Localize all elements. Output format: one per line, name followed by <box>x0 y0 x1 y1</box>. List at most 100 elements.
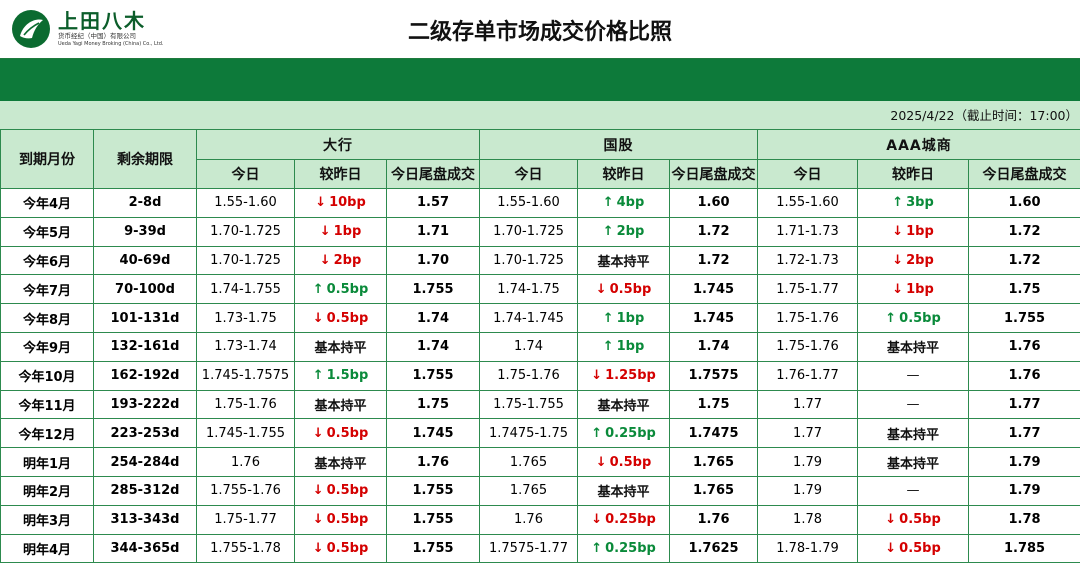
maturity-cell: 今年9月 <box>1 332 94 361</box>
change-cell: 基本持平 <box>295 332 387 361</box>
today-range-cell: 1.74-1.75 <box>480 275 578 304</box>
arrow-up-icon: ↑ <box>591 541 602 556</box>
close-price-cell: 1.75 <box>969 275 1080 304</box>
change-value: 基本持平 <box>598 399 650 414</box>
change-value: 0.5bp <box>327 426 369 441</box>
change-value: 1bp <box>906 282 934 297</box>
close-price-cell: 1.7625 <box>670 534 758 563</box>
close-price-cell: 1.755 <box>387 275 480 304</box>
today-range-cell: 1.76 <box>197 448 295 477</box>
arrow-down-icon: ↓ <box>313 483 324 498</box>
logo-leaf-icon <box>10 8 52 50</box>
change-value: 基本持平 <box>314 399 366 414</box>
subheader-change: 较昨日 <box>578 160 670 189</box>
close-price-cell: 1.78 <box>969 505 1080 534</box>
today-range-cell: 1.755-1.76 <box>197 476 295 505</box>
price-table: 到期月份 剩余期限 大行 国股 AAA城商 今日 较昨日 今日尾盘成交 今日 较… <box>0 129 1080 563</box>
change-cell: 基本持平 <box>295 390 387 419</box>
change-cell: ↓1bp <box>858 275 969 304</box>
company-logo: 上田八木 货币经纪（中国）有限公司 Ueda Yagi Money Brokin… <box>10 8 163 50</box>
change-value: 0.5bp <box>610 455 652 470</box>
maturity-cell: 今年12月 <box>1 419 94 448</box>
change-cell: 基本持平 <box>295 448 387 477</box>
change-value: 0.5bp <box>327 512 369 527</box>
change-value: — <box>907 397 920 412</box>
maturity-cell: 明年4月 <box>1 534 94 563</box>
today-range-cell: 1.75-1.755 <box>480 390 578 419</box>
change-value: 0.5bp <box>610 282 652 297</box>
close-price-cell: 1.745 <box>670 304 758 333</box>
change-cell: ↓0.5bp <box>578 448 670 477</box>
today-range-cell: 1.78-1.79 <box>758 534 858 563</box>
logo-english: Ueda Yagi Money Broking (China) Co., Ltd… <box>58 41 163 48</box>
change-value: 0.25bp <box>605 512 656 527</box>
arrow-up-icon: ↑ <box>313 368 324 383</box>
change-value: 4bp <box>617 195 645 210</box>
change-value: 10bp <box>329 195 366 210</box>
term-cell: 101-131d <box>94 304 197 333</box>
change-value: 1bp <box>906 224 934 239</box>
arrow-up-icon: ↑ <box>603 195 614 210</box>
subheader-change: 较昨日 <box>858 160 969 189</box>
close-price-cell: 1.7475 <box>670 419 758 448</box>
today-range-cell: 1.74-1.745 <box>480 304 578 333</box>
term-cell: 313-343d <box>94 505 197 534</box>
arrow-up-icon: ↑ <box>313 282 324 297</box>
today-range-cell: 1.765 <box>480 448 578 477</box>
term-cell: 2-8d <box>94 189 197 218</box>
change-value: 0.5bp <box>327 311 369 326</box>
term-cell: 162-192d <box>94 361 197 390</box>
arrow-down-icon: ↓ <box>596 455 607 470</box>
maturity-cell: 今年11月 <box>1 390 94 419</box>
close-price-cell: 1.76 <box>387 448 480 477</box>
maturity-cell: 明年2月 <box>1 476 94 505</box>
change-value: 基本持平 <box>598 255 650 270</box>
subheader-close: 今日尾盘成交 <box>969 160 1080 189</box>
close-price-cell: 1.72 <box>670 246 758 275</box>
arrow-down-icon: ↓ <box>885 541 896 556</box>
arrow-down-icon: ↓ <box>591 512 602 527</box>
change-value: 0.5bp <box>327 541 369 556</box>
today-range-cell: 1.7575-1.77 <box>480 534 578 563</box>
today-range-cell: 1.79 <box>758 448 858 477</box>
maturity-cell: 明年3月 <box>1 505 94 534</box>
change-cell: ↓0.25bp <box>578 505 670 534</box>
change-value: 基本持平 <box>314 457 366 472</box>
arrow-down-icon: ↓ <box>313 541 324 556</box>
change-value: 3bp <box>906 195 934 210</box>
change-cell: ↓1.25bp <box>578 361 670 390</box>
change-value: 0.25bp <box>605 541 656 556</box>
close-price-cell: 1.74 <box>387 304 480 333</box>
close-price-cell: 1.76 <box>670 505 758 534</box>
change-cell: ↑0.5bp <box>858 304 969 333</box>
today-range-cell: 1.77 <box>758 419 858 448</box>
change-cell: 基本持平 <box>858 448 969 477</box>
change-cell: ↓2bp <box>295 246 387 275</box>
close-price-cell: 1.72 <box>969 246 1080 275</box>
change-value: 0.5bp <box>899 541 941 556</box>
close-price-cell: 1.60 <box>969 189 1080 218</box>
logo-subtitle: 货币经纪（中国）有限公司 <box>58 32 163 41</box>
today-range-cell: 1.77 <box>758 390 858 419</box>
arrow-up-icon: ↑ <box>603 224 614 239</box>
today-range-cell: 1.73-1.74 <box>197 332 295 361</box>
today-range-cell: 1.76 <box>480 505 578 534</box>
today-range-cell: 1.55-1.60 <box>480 189 578 218</box>
arrow-down-icon: ↓ <box>313 512 324 527</box>
close-price-cell: 1.79 <box>969 448 1080 477</box>
maturity-cell: 今年7月 <box>1 275 94 304</box>
close-price-cell: 1.70 <box>387 246 480 275</box>
logo-brand-text: 上田八木 <box>58 10 163 32</box>
today-range-cell: 1.74-1.755 <box>197 275 295 304</box>
today-range-cell: 1.7475-1.75 <box>480 419 578 448</box>
today-range-cell: 1.755-1.78 <box>197 534 295 563</box>
close-price-cell: 1.785 <box>969 534 1080 563</box>
change-value: 0.5bp <box>899 512 941 527</box>
close-price-cell: 1.74 <box>387 332 480 361</box>
arrow-down-icon: ↓ <box>315 195 326 210</box>
today-range-cell: 1.73-1.75 <box>197 304 295 333</box>
today-range-cell: 1.75-1.76 <box>758 304 858 333</box>
subheader-today: 今日 <box>197 160 295 189</box>
